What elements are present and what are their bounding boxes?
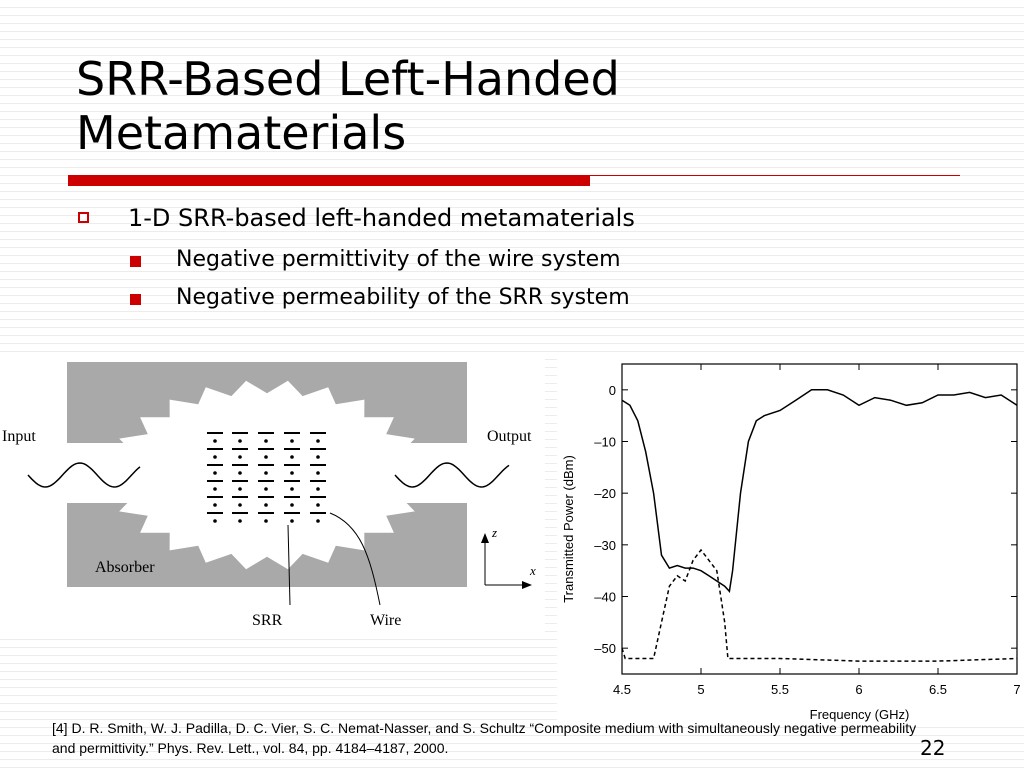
y-tick-label: –50 <box>594 641 616 656</box>
plot-frame <box>621 363 1018 675</box>
title-rule <box>68 175 590 186</box>
x-tick-label: 7 <box>1013 682 1020 697</box>
srr-element <box>238 487 242 491</box>
srr-diagram: Input Output Absorber SRR Wire z x <box>0 355 545 635</box>
page-number: 22 <box>920 736 946 760</box>
x-arrow <box>522 581 532 589</box>
srr-element <box>264 519 268 523</box>
bullet: 1-D SRR-based left-handed metamaterials <box>128 204 635 232</box>
x-tick-label: 6.5 <box>929 682 947 697</box>
output-wave <box>394 462 510 488</box>
field-region <box>108 380 426 570</box>
input-wave <box>27 462 141 488</box>
srr-element <box>290 519 294 523</box>
srr-element <box>290 503 294 507</box>
srr-element <box>290 455 294 459</box>
bullet-marker <box>130 294 141 305</box>
x-axis-label: Frequency (GHz) <box>810 707 910 722</box>
chart: 4.5 5 5.5 6 6.5 7 0 –10 –20 –30 –40 –50 Frequency (G… <box>557 355 1024 725</box>
bullet: Negative permittivity of the wire system <box>176 247 621 272</box>
srr-element <box>316 471 320 475</box>
srr-element <box>264 487 268 491</box>
title-rule-thin <box>590 175 960 176</box>
y-tick-label: –10 <box>594 435 616 450</box>
srr-element <box>290 439 294 443</box>
srr-element <box>316 439 320 443</box>
bullet-marker <box>130 256 141 267</box>
srr-element <box>238 471 242 475</box>
wire-pointer <box>329 512 381 606</box>
srr-element <box>213 439 217 443</box>
y-tick-label: 0 <box>609 383 616 398</box>
srr-element <box>213 503 217 507</box>
reference: [4] D. R. Smith, W. J. Padilla, D. C. Vi… <box>52 720 917 756</box>
x-tick-label: 5 <box>697 682 704 697</box>
bullet-marker <box>78 212 89 223</box>
z-arrow <box>481 533 489 543</box>
srr-element <box>264 471 268 475</box>
srr-pointer <box>287 524 291 606</box>
x-tick-label: 6 <box>855 682 862 697</box>
bullet: Negative permeability of the SRR system <box>176 285 630 310</box>
series-line <box>621 389 1018 593</box>
x-label: x <box>529 563 536 578</box>
wire-label: Wire <box>370 612 401 629</box>
input-label: Input <box>2 428 36 445</box>
y-tick-label: –40 <box>594 590 616 605</box>
srr-element <box>316 503 320 507</box>
srr-element <box>264 455 268 459</box>
x-tick-label: 4.5 <box>613 682 631 697</box>
srr-element <box>213 519 217 523</box>
slide-title: SRR-Based Left-Handed Metamaterials <box>76 52 620 160</box>
chart-background <box>557 355 1024 725</box>
srr-element <box>238 439 242 443</box>
srr-element <box>290 487 294 491</box>
srr-element <box>238 455 242 459</box>
metamaterial-grid <box>207 432 326 523</box>
output-label: Output <box>487 428 532 445</box>
srr-element <box>290 471 294 475</box>
absorber-label: Absorber <box>95 559 155 576</box>
srr-element <box>316 519 320 523</box>
srr-element <box>213 487 217 491</box>
y-axis-label: Transmitted Power (dBm) <box>561 455 576 603</box>
y-tick-label: –20 <box>594 486 616 501</box>
x-tick-label: 5.5 <box>771 682 789 697</box>
srr-element <box>213 455 217 459</box>
z-label: z <box>491 525 497 540</box>
srr-element <box>264 439 268 443</box>
srr-element <box>213 471 217 475</box>
srr-element <box>316 455 320 459</box>
srr-element <box>316 487 320 491</box>
srr-label: SRR <box>252 612 283 629</box>
srr-element <box>238 503 242 507</box>
series-line <box>621 548 1018 662</box>
srr-element <box>264 503 268 507</box>
y-tick-label: –30 <box>594 538 616 553</box>
srr-element <box>238 519 242 523</box>
